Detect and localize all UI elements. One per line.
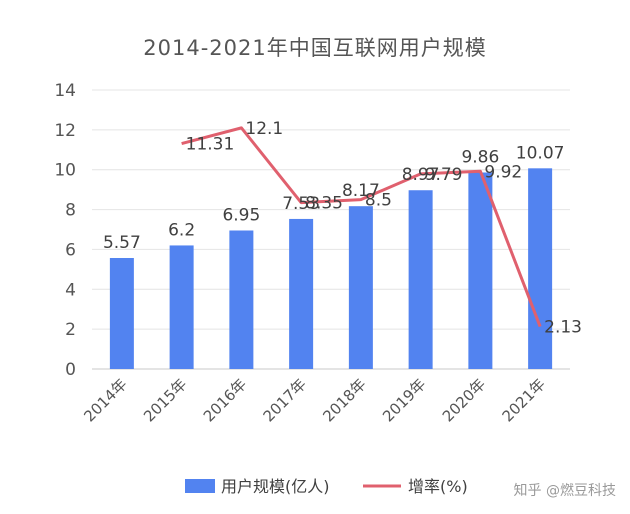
bar [408,190,433,369]
x-tick-label: 2016年 [200,375,250,425]
line-data-label: 2.13 [544,318,582,338]
line-data-label: 9.79 [425,165,463,185]
legend-bar-label: 用户规模(亿人) [221,477,330,496]
bar-data-label: 6.2 [168,220,195,240]
y-tick-label: 14 [54,81,76,101]
y-tick-label: 0 [65,360,76,380]
y-tick-label: 12 [54,121,76,141]
watermark: 知乎 @燃豆科技 [513,483,616,499]
line-data-label: 11.31 [186,135,235,155]
bar [348,206,373,369]
line-data-label: 8.5 [365,191,392,211]
x-tick-label: 2015年 [140,375,190,425]
bar-data-label: 8.17 [342,181,380,201]
x-tick-label: 2019年 [379,375,429,425]
bar-data-label: 9.86 [461,148,499,168]
bar [169,245,194,369]
x-tick-label: 2014年 [80,375,130,425]
line-data-label: 12.1 [245,119,283,139]
bar [528,168,553,369]
x-tick-label: 2017年 [260,375,310,425]
bar [229,230,254,369]
bar-data-label: 7.53 [282,194,320,214]
line-data-label: 8.35 [305,194,343,214]
line-data-label: 9.92 [484,162,522,182]
bar [468,172,493,369]
bar-data-label: 10.07 [516,143,565,163]
x-tick-label: 2021年 [499,375,549,425]
bar [289,218,314,369]
chart-title: 2014-2021年中国互联网用户规模 [143,36,487,60]
y-tick-label: 6 [65,240,76,260]
y-tick-label: 8 [65,201,76,221]
bar-data-label: 5.57 [103,233,141,253]
legend-bar-swatch [185,479,215,493]
growth-rate-line [181,126,542,328]
y-tick-label: 4 [65,280,76,300]
legend-line-label: 增率(%) [408,477,468,496]
x-tick-label: 2020年 [439,375,489,425]
bar [109,257,134,369]
x-tick-label: 2018年 [319,375,369,425]
y-tick-label: 10 [54,161,76,181]
y-tick-label: 2 [65,320,76,340]
bar-data-label: 8.97 [402,165,440,185]
bar-data-label: 6.95 [222,205,260,225]
